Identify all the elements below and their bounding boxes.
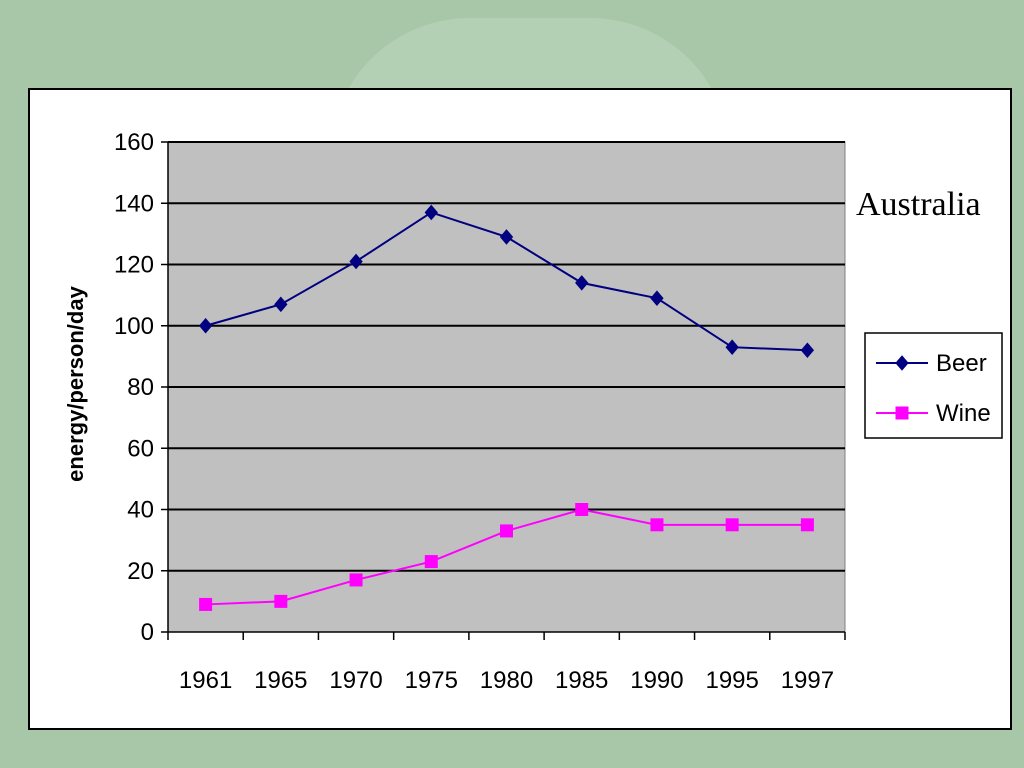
y-tick-label: 40 — [127, 497, 154, 524]
data-point-beer — [725, 339, 739, 355]
y-tick-label: 60 — [127, 435, 154, 462]
x-tick-label: 1997 — [781, 667, 834, 694]
chart-subtitle: Australia — [856, 186, 981, 223]
line-chart: 0 20 40 60 80 100 120 140 160 1961 1965 1970 1975 198… — [63, 129, 1003, 694]
chart-panel: 0 20 40 60 80 100 120 140 160 1961 1965 1970 1975 198… — [28, 88, 1012, 730]
legend-marker-beer — [895, 355, 909, 371]
y-tick-label: 140 — [114, 190, 154, 217]
legend-symbol-wine — [895, 406, 909, 420]
y-tick-label: 80 — [127, 374, 154, 401]
legend-box — [864, 332, 1003, 439]
data-point-wine — [349, 573, 363, 587]
y-axis-label: energy/person/day — [63, 285, 88, 481]
legend-label-wine: Wine — [936, 400, 991, 427]
data-point-beer — [800, 342, 815, 359]
x-tick-label: 1985 — [555, 667, 608, 694]
legend-marker-wine — [895, 406, 909, 420]
x-tick-label: 1961 — [179, 667, 232, 694]
x-tick-label: 1965 — [254, 667, 307, 694]
x-tick-label: 1980 — [480, 667, 533, 694]
data-point-beer — [424, 204, 438, 221]
legend-label-beer: Beer — [936, 350, 987, 377]
data-point-beer — [198, 317, 213, 334]
data-point-wine — [575, 503, 589, 516]
data-point-wine — [650, 518, 664, 532]
data-point-beer — [650, 290, 664, 306]
data-point-beer — [499, 229, 514, 245]
legend: Beer Wine — [864, 332, 1003, 439]
data-point-wine — [424, 555, 438, 569]
y-tick-label: 100 — [114, 313, 154, 340]
data-point-wine — [199, 597, 213, 611]
data-point-wine — [725, 518, 739, 532]
legend-symbol-beer — [895, 355, 909, 371]
x-tick-label: 1990 — [630, 667, 683, 694]
x-tick-label: 1995 — [705, 667, 758, 694]
data-point-wine — [500, 524, 513, 538]
data-point-beer — [575, 275, 589, 291]
data-point-wine — [274, 594, 288, 608]
data-point-wine — [800, 518, 814, 532]
y-tick-label: 160 — [114, 129, 154, 156]
x-tick-label: 1970 — [329, 667, 382, 694]
y-tick-label: 0 — [141, 619, 154, 646]
data-point-beer — [349, 253, 363, 270]
y-tick-label: 120 — [114, 252, 154, 279]
x-tick-label: 1975 — [405, 667, 458, 694]
y-tick-label: 20 — [127, 558, 154, 585]
data-point-beer — [274, 296, 288, 313]
